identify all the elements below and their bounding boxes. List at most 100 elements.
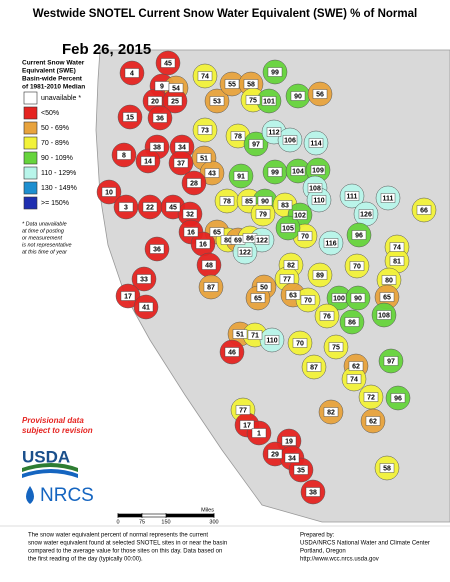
basin-label-box <box>277 200 293 210</box>
basin-label-box <box>261 96 277 106</box>
scale-unit: Miles <box>201 507 214 513</box>
basin-label: 16 <box>187 229 195 236</box>
basin-label: 62 <box>369 418 377 425</box>
footer-credit: Portland, Oregon <box>300 549 346 555</box>
basin-label: 70 <box>353 263 361 270</box>
basin-label: 109 <box>312 167 324 174</box>
basin-label-box <box>381 275 397 285</box>
basin-label-box <box>264 335 280 345</box>
basin-label: 34 <box>178 144 186 151</box>
legend-label: 70 - 89% <box>41 140 69 147</box>
basin-label-box <box>196 153 212 163</box>
basin-label-box <box>138 302 154 312</box>
basin-label-box <box>281 436 297 446</box>
basin-label: 126 <box>360 211 372 218</box>
basin-label-box <box>349 261 365 271</box>
basin-label: 110 <box>313 197 324 204</box>
scale-label: 150 <box>161 519 170 525</box>
basin-label: 50 <box>260 284 268 291</box>
basin-label: 74 <box>393 244 401 251</box>
legend-swatch <box>23 196 38 210</box>
basin-label-box <box>344 191 360 201</box>
basin-label-box <box>390 393 406 403</box>
basin-label: 51 <box>236 331 244 338</box>
basin-label: 32 <box>186 211 194 218</box>
basin-label: 78 <box>234 133 242 140</box>
basin-label: 58 <box>383 465 391 472</box>
basin-label: 55 <box>228 81 236 88</box>
footer-text: the first reading of the day (typically … <box>28 557 143 563</box>
basin-label: 22 <box>146 204 154 211</box>
legend-label: unavailable * <box>41 95 81 102</box>
basin-label: 75 <box>249 97 257 104</box>
scale-label: 0 <box>116 519 119 525</box>
basin-label-box <box>120 291 136 301</box>
basin-label-box <box>283 260 299 270</box>
basin-label-box <box>186 178 202 188</box>
legend-label: <50% <box>41 110 59 117</box>
legend-note: is not representative <box>22 242 72 248</box>
scale-label: 75 <box>139 519 145 525</box>
basin-label: 34 <box>288 455 296 462</box>
basin-label: 65 <box>213 229 221 236</box>
basin-label-box <box>224 347 240 357</box>
footer-credit: Prepared by: <box>300 533 335 539</box>
basin-label: 75 <box>332 344 340 351</box>
basin-label-box <box>140 156 156 166</box>
basin-label-box <box>311 195 327 205</box>
basin-label-box <box>389 256 405 266</box>
basin-label-box <box>230 131 246 141</box>
basin-label-box <box>235 405 251 415</box>
basin-label-box <box>197 71 213 81</box>
basin-label-box <box>280 223 296 233</box>
basin-label: 36 <box>153 246 161 253</box>
basin-label: 66 <box>420 207 428 214</box>
basin-label: 3 <box>124 204 128 211</box>
basin-label: 111 <box>347 193 358 200</box>
basin-label-box <box>279 274 295 284</box>
basin-label-box <box>308 138 324 148</box>
basin-label-box <box>323 407 339 417</box>
basin-label: 69 <box>234 237 242 244</box>
basin-label: 14 <box>144 158 152 165</box>
basin-label: 108 <box>378 312 390 319</box>
basin-label-box <box>284 453 300 463</box>
basin-label: 96 <box>355 232 363 239</box>
basin-label: 46 <box>228 349 236 356</box>
provisional-note: Provisional data <box>22 416 84 425</box>
basin-label: 1 <box>257 430 261 437</box>
basin-label-box <box>346 374 362 384</box>
basin-label-box <box>197 125 213 135</box>
basin-label-box <box>416 205 432 215</box>
basin-label-box <box>183 227 199 237</box>
basin-label-box <box>142 202 158 212</box>
basin-label: 90 <box>354 295 362 302</box>
basin-label: 82 <box>287 262 295 269</box>
basin-label-box <box>168 83 184 93</box>
basin-label: 25 <box>171 98 179 105</box>
basin-label-box <box>306 362 322 372</box>
basin-label-box <box>331 293 347 303</box>
basin-label: 76 <box>323 313 331 320</box>
basin-label: 48 <box>205 262 213 269</box>
basin-label: 86 <box>246 235 254 242</box>
basin-label: 79 <box>259 211 267 218</box>
basin-label-box <box>310 165 326 175</box>
basin-label-box <box>173 158 189 168</box>
nrcs-logo <box>26 486 34 504</box>
basin-label: 15 <box>126 114 134 121</box>
basin-label-box <box>167 96 183 106</box>
basin-label-box <box>201 260 217 270</box>
basin-label-box <box>147 96 163 106</box>
basin-label: 63 <box>289 292 297 299</box>
basin-label-box <box>379 463 395 473</box>
basin-label-box <box>122 112 138 122</box>
basin-label: 43 <box>208 170 216 177</box>
basin-label: 19 <box>285 438 293 445</box>
basin-label-box <box>245 95 261 105</box>
basin-label-box <box>209 227 225 237</box>
legend-label: 50 - 69% <box>41 125 69 132</box>
basin-label-box <box>292 338 308 348</box>
basin-label-box <box>297 231 313 241</box>
